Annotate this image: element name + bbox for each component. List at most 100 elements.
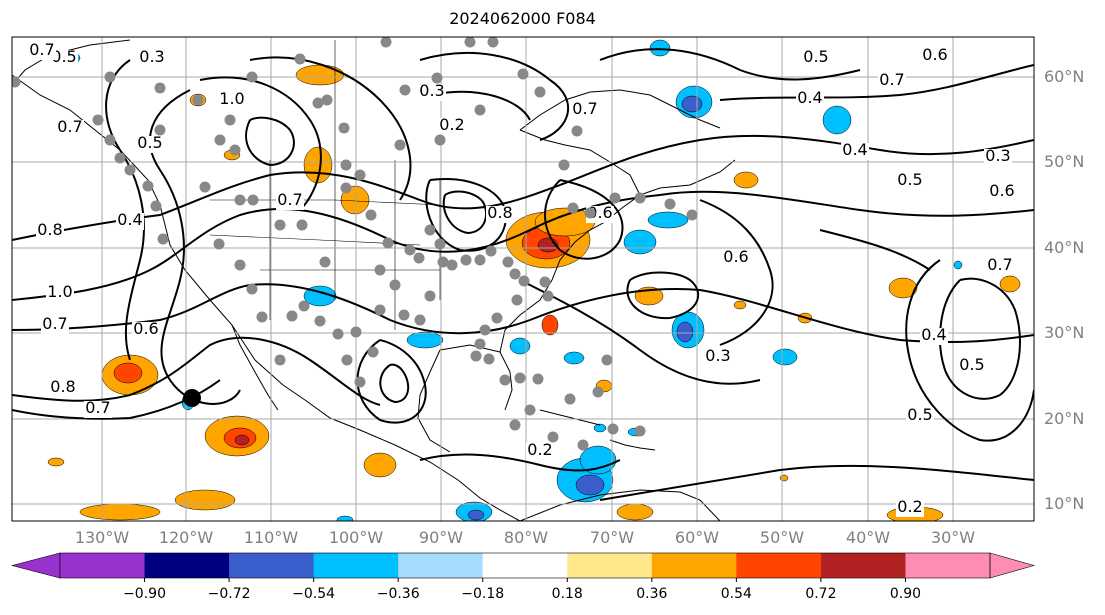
contour-line: [425, 178, 507, 252]
shaded-anomaly-region: [593, 423, 607, 433]
contour-label-background: [986, 258, 1014, 275]
station-point: [154, 124, 166, 136]
station-point: [214, 134, 226, 146]
contour-line: [626, 271, 700, 320]
station-point: [424, 290, 436, 302]
contour-label-background: [49, 380, 77, 397]
station-point: [491, 312, 503, 324]
station-point: [229, 144, 241, 156]
contour-label-background: [41, 317, 69, 334]
contour-label: 0.8: [487, 203, 512, 222]
station-point: [157, 233, 169, 245]
colorbar-tick-label: 0.72: [805, 586, 837, 602]
shaded-anomaly-region: [779, 474, 789, 482]
coastline: [439, 159, 736, 353]
station-point: [609, 192, 621, 204]
station-point: [686, 209, 698, 221]
station-point: [224, 114, 236, 126]
station-point: [92, 114, 104, 126]
station-point: [286, 310, 298, 322]
contour-label: 0.6: [723, 247, 748, 266]
station-point: [298, 300, 310, 312]
contour-label-background: [796, 91, 824, 108]
colorbar-tick-label: 0.54: [720, 586, 752, 602]
colorbar-bin: [313, 553, 399, 578]
colorbar-bin: [905, 553, 991, 578]
station-point: [414, 314, 426, 326]
contour-label: 0.6: [587, 203, 612, 222]
station-point: [577, 439, 589, 451]
longitude-label: 30°W: [930, 528, 976, 547]
station-point: [340, 159, 352, 171]
station-point: [246, 71, 258, 83]
longitude-label: 130°W: [74, 528, 130, 547]
shaded-anomaly-region: [999, 275, 1021, 293]
station-point: [542, 290, 554, 302]
shaded-anomaly-region: [676, 321, 694, 343]
station-point: [571, 125, 583, 137]
station-point: [274, 219, 286, 231]
colorbar-tick-label: −0.72: [207, 586, 251, 602]
contour-label: 0.7: [277, 190, 302, 209]
latitude-label: 40°N: [1044, 238, 1085, 257]
colorbar-bin: [60, 553, 146, 578]
shaded-anomaly-region: [174, 489, 236, 511]
contour-label-background: [138, 50, 166, 67]
coastline: [609, 439, 656, 451]
longitude-label: 80°W: [503, 528, 549, 547]
colorbar-tick-label: −0.90: [123, 586, 166, 602]
coastline: [519, 489, 721, 521]
station-point: [374, 304, 386, 316]
station-point: [474, 104, 486, 116]
contour-label: 0.2: [439, 115, 464, 134]
station-point: [437, 256, 449, 268]
contour-label-background: [116, 213, 144, 230]
contour-label-background: [920, 328, 948, 345]
shaded-anomaly-region: [953, 260, 963, 270]
contour-line: [419, 453, 621, 472]
station-point: [434, 238, 446, 250]
contour-label: 0.5: [803, 47, 828, 66]
contour-line: [245, 116, 295, 167]
shaded-anomaly-region: [647, 211, 689, 229]
station-point: [634, 192, 646, 204]
station-point: [374, 264, 386, 276]
shaded-anomaly-region: [822, 105, 852, 135]
contour-line: [599, 464, 1034, 501]
contour-label: 0.7: [987, 255, 1012, 274]
station-point: [389, 279, 401, 291]
latitude-label: 20°N: [1044, 409, 1085, 428]
colorbar-bin: [398, 553, 484, 578]
contour-label-background: [36, 223, 64, 240]
colorbar-bin: [820, 553, 906, 578]
colorbar-bin: [567, 553, 653, 578]
contour-label-background: [896, 173, 924, 190]
station-points: [12, 37, 698, 451]
contour-line: [379, 363, 410, 404]
station-point: [567, 202, 579, 214]
storm-center-marker: [183, 389, 201, 407]
station-point: [332, 328, 344, 340]
contour-line: [249, 56, 412, 201]
contour-line: [12, 336, 381, 406]
station-point: [312, 97, 324, 109]
station-point: [534, 86, 546, 98]
contour-line: [599, 48, 861, 81]
station-point: [547, 431, 559, 443]
station-point: [424, 224, 436, 236]
colorbar-tick-label: −0.18: [461, 586, 505, 602]
shaded-anomaly-region: [575, 474, 605, 496]
station-point: [213, 238, 225, 250]
contour-label: 0.7: [57, 117, 82, 136]
station-point: [502, 256, 514, 268]
contour-label: 0.2: [527, 440, 552, 459]
longitude-label: 90°W: [418, 528, 464, 547]
contour-label: 0.6: [989, 181, 1014, 200]
colorbar-tick-label: 0.90: [889, 586, 922, 602]
contour-line: [199, 76, 322, 211]
station-point: [104, 134, 116, 146]
contour-label-background: [988, 184, 1016, 201]
shaded-anomaly-region: [509, 337, 531, 355]
station-point: [511, 294, 523, 306]
